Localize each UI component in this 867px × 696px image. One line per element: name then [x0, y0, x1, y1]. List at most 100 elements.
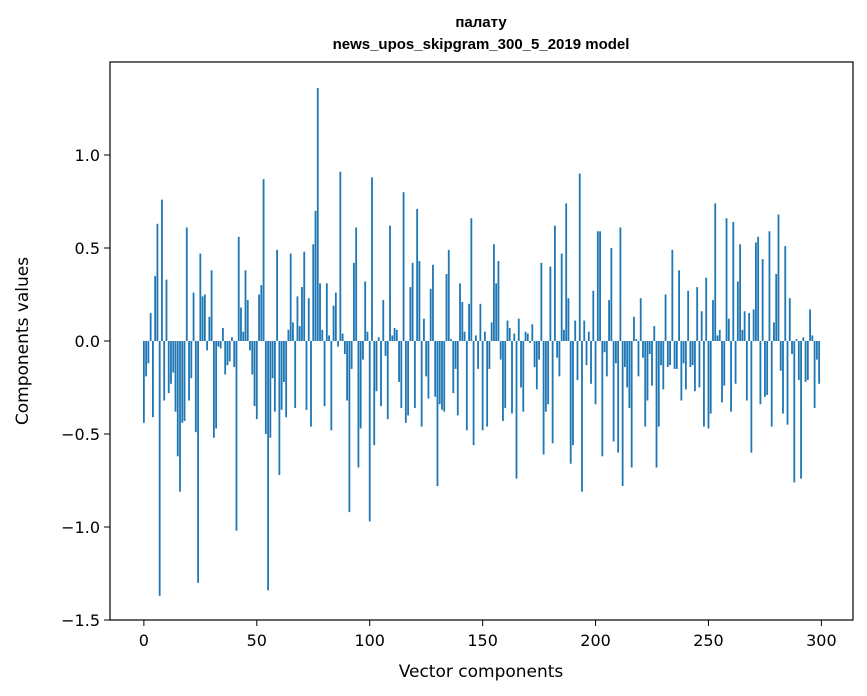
bar-267	[745, 341, 748, 401]
bar-7	[158, 341, 161, 596]
bar-152	[486, 341, 489, 427]
bars-layer	[142, 88, 821, 596]
bar-184	[558, 341, 561, 377]
bar-126	[427, 341, 430, 399]
bar-240	[684, 341, 687, 390]
bar-290	[797, 341, 800, 381]
bar-23	[194, 341, 197, 433]
bar-206	[608, 300, 610, 341]
bar-297	[813, 341, 816, 408]
y-tick-label: 1.0	[75, 146, 100, 165]
bar-185	[560, 253, 563, 341]
bar-215	[628, 341, 631, 408]
bar-142	[463, 331, 466, 341]
bar-220	[639, 298, 642, 341]
bar-29	[208, 316, 211, 341]
bar-165	[515, 341, 518, 479]
bar-108	[386, 341, 389, 420]
bar-95	[357, 341, 360, 468]
bar-115	[402, 192, 405, 341]
bar-144	[468, 303, 470, 341]
bar-255	[718, 329, 721, 341]
bar-291	[800, 341, 802, 479]
bar-21	[190, 341, 193, 379]
bar-107	[384, 341, 387, 356]
bar-177	[542, 341, 545, 455]
bar-42	[237, 236, 240, 341]
bar-245	[696, 287, 699, 341]
bar-112	[395, 329, 398, 341]
bar-0	[142, 341, 145, 423]
bar-22	[192, 292, 195, 341]
bar-56	[269, 341, 272, 438]
bar-196	[585, 341, 588, 366]
bar-87	[339, 171, 342, 341]
bar-157	[497, 261, 500, 341]
bar-81	[325, 283, 328, 341]
bar-242	[689, 341, 692, 368]
bar-101	[371, 177, 373, 341]
bar-9	[163, 341, 166, 401]
bar-66	[292, 322, 294, 341]
bar-212	[621, 341, 624, 487]
bar-153	[488, 341, 491, 369]
bar-33	[217, 341, 220, 347]
bar-259	[727, 318, 730, 341]
bar-298	[815, 341, 818, 360]
axes-frame	[109, 61, 854, 621]
bar-102	[373, 341, 376, 446]
bar-119	[411, 262, 414, 341]
bar-159	[502, 341, 504, 421]
bar-140	[459, 283, 461, 341]
bar-30	[210, 270, 213, 341]
bar-73	[307, 298, 310, 341]
bar-286	[788, 298, 791, 341]
bar-211	[619, 227, 622, 341]
bar-236	[675, 341, 678, 369]
y-tick-label: 0.0	[75, 332, 100, 351]
bar-11	[167, 341, 170, 394]
bar-191	[574, 320, 577, 341]
bar-100	[368, 341, 371, 522]
bar-284	[784, 246, 787, 341]
bar-118	[409, 287, 412, 341]
bar-174	[535, 341, 538, 390]
bar-27	[203, 294, 206, 341]
y-tick-label: −1.5	[61, 611, 100, 630]
bar-123	[420, 341, 423, 427]
bar-54	[264, 341, 267, 434]
bar-64	[287, 329, 290, 341]
y-tick-label: −0.5	[61, 425, 100, 444]
bar-20	[188, 341, 190, 401]
bar-235	[673, 341, 676, 369]
bar-51	[258, 294, 260, 341]
bar-10	[165, 279, 168, 341]
bar-111	[393, 327, 396, 341]
bar-53	[262, 179, 265, 341]
bar-113	[398, 341, 400, 382]
bar-47	[249, 341, 251, 351]
bar-139	[456, 341, 459, 416]
bar-222	[644, 341, 647, 427]
bar-173	[533, 341, 536, 368]
bar-12	[170, 341, 172, 384]
bar-97	[362, 341, 364, 360]
x-tick-label: 0	[139, 631, 149, 650]
bar-145	[470, 218, 473, 341]
bar-13	[172, 341, 175, 373]
bar-59	[276, 249, 279, 341]
bar-203	[601, 341, 604, 457]
bar-37	[226, 341, 229, 366]
bar-228	[657, 341, 660, 427]
bar-99	[366, 331, 369, 341]
bar-40	[233, 341, 236, 368]
bar-76	[314, 210, 317, 341]
bar-57	[271, 341, 274, 379]
bar-182	[553, 225, 556, 341]
bar-172	[531, 324, 534, 341]
bar-190	[572, 341, 574, 446]
bar-180	[549, 266, 552, 341]
bar-46	[246, 300, 249, 341]
x-tick-label: 300	[806, 631, 837, 650]
bar-109	[389, 225, 391, 341]
